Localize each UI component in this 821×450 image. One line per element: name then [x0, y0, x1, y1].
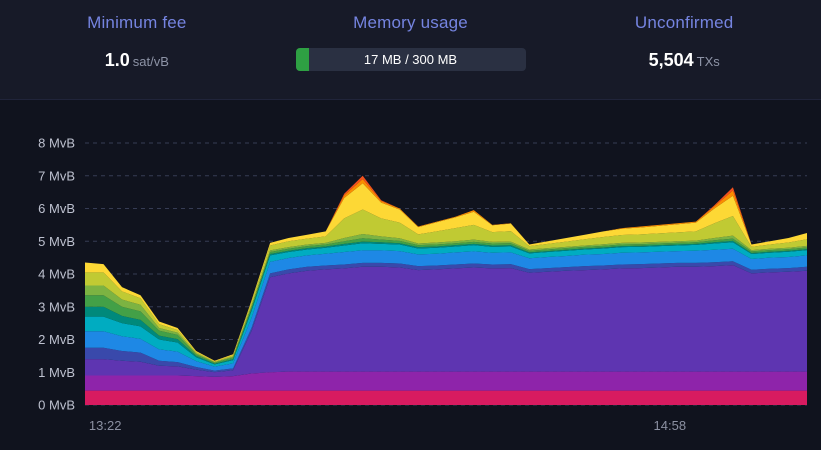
x-axis-tick: 14:58	[654, 418, 687, 433]
area-series-purple	[85, 265, 807, 377]
area-series-blue	[85, 248, 807, 371]
memory-usage-text: 17 MB / 300 MB	[363, 52, 458, 67]
y-axis-tick: 4 MvB	[38, 267, 75, 282]
y-axis-tick: 6 MvB	[38, 201, 75, 216]
y-axis-tick: 2 MvB	[38, 332, 75, 347]
area-series-orange	[85, 179, 807, 361]
y-axis-tick: 0 MvB	[38, 398, 75, 413]
area-series-magenta	[85, 371, 807, 391]
y-axis-tick: 3 MvB	[38, 299, 75, 314]
area-series-red	[85, 175, 807, 361]
memory-usage-bar: 17 MB / 300 MB	[295, 48, 526, 71]
unconfirmed-label: Unconfirmed	[634, 13, 734, 32]
unconfirmed-unit: TXs	[696, 54, 720, 69]
y-axis-tick: 1 MvB	[38, 365, 75, 380]
y-axis-tick: 5 MvB	[38, 234, 75, 249]
minimum-fee-unit: sat/vB	[132, 54, 169, 69]
minimum-fee-value-row: 1.0 sat/vB	[105, 50, 169, 71]
x-axis-tick: 13:22	[89, 418, 122, 433]
unconfirmed-value: 5,504	[648, 50, 694, 70]
area-series-indigo	[85, 261, 807, 373]
area-series-yellow	[85, 183, 807, 362]
stats-bar: Minimum fee 1.0 sat/vB Memory usage 17 MB…	[0, 0, 821, 100]
mempool-graph[interactable]: 0 MvB 1 MvB 2 MvB 3 MvB 4 MvB 5 MvB 6 MvB 7 MvB…	[0, 100, 821, 450]
y-axis-tick: 7 MvB	[38, 168, 75, 183]
stat-unconfirmed: Unconfirmed 5,504 TXs	[547, 0, 821, 99]
area-series-yellow-green	[85, 209, 807, 363]
stat-minimum-fee: Minimum fee 1.0 sat/vB	[0, 0, 274, 99]
stat-memory-usage: Memory usage 17 MB / 300 MB	[274, 0, 548, 99]
y-axis-tick: 8 MvB	[38, 136, 75, 151]
memory-usage-label: Memory usage	[353, 13, 468, 32]
unconfirmed-value-row: 5,504 TXs	[649, 50, 720, 71]
minimum-fee-label: Minimum fee	[87, 13, 187, 32]
memory-usage-fill	[295, 48, 309, 71]
area-series-crimson	[85, 390, 807, 405]
area-series-cyan	[85, 242, 807, 367]
minimum-fee-value: 1.0	[104, 50, 130, 70]
mempool-chart-svg[interactable]: 0 MvB 1 MvB 2 MvB 3 MvB 4 MvB 5 MvB 6 MvB 7 MvB…	[0, 100, 821, 450]
